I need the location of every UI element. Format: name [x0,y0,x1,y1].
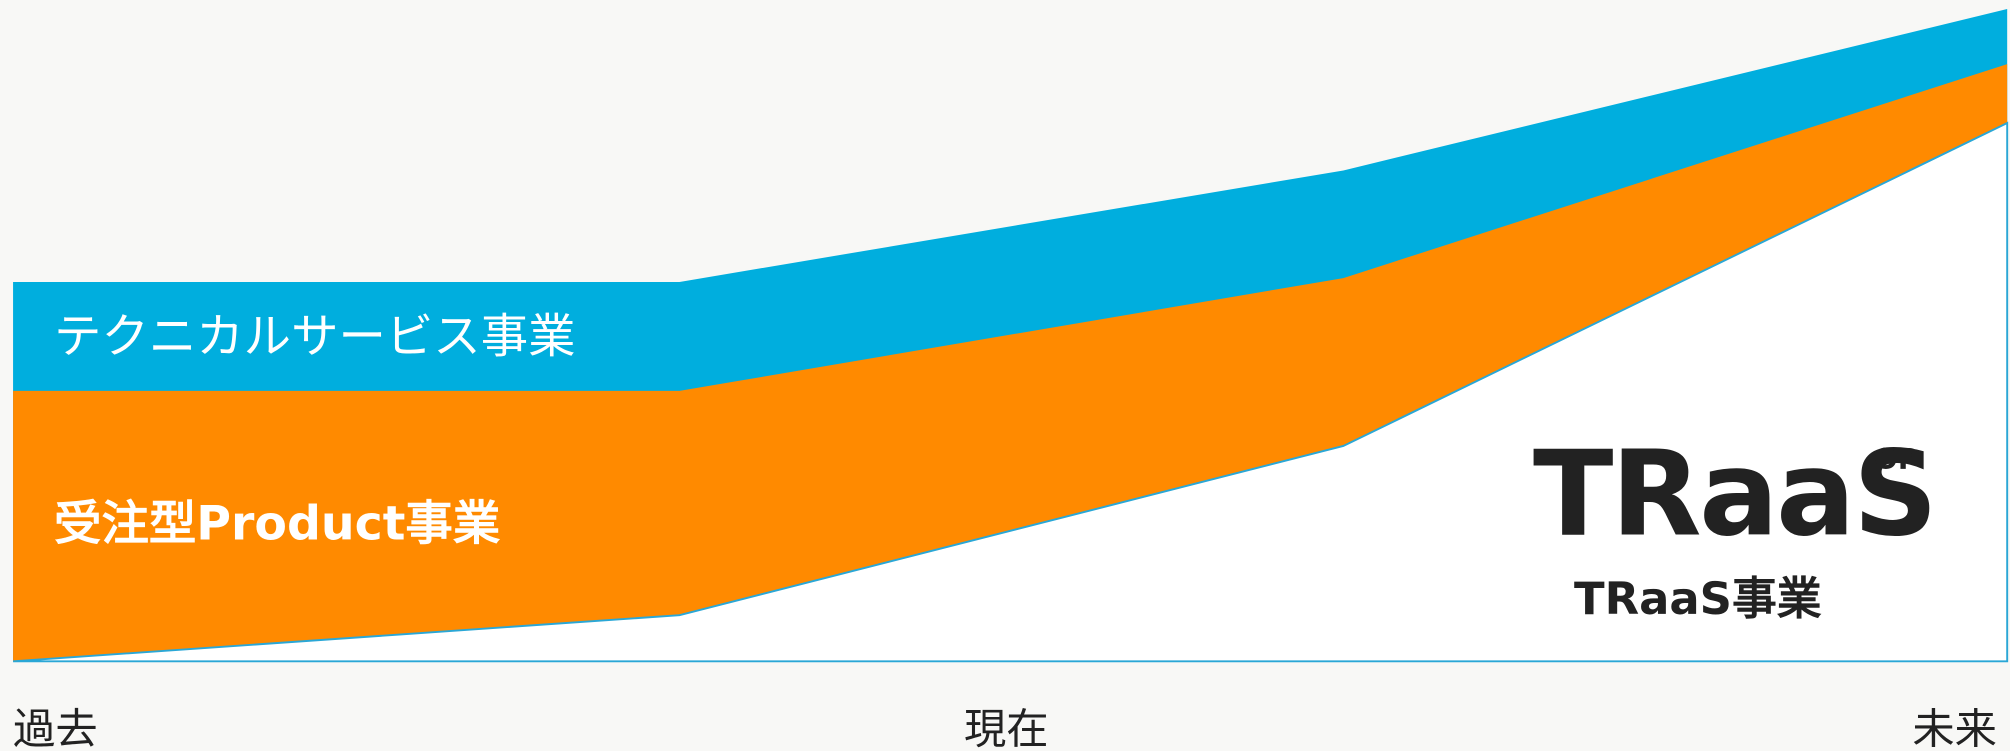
logo-label: TRaaS事業 [1574,572,1822,625]
timeline-label: 過去 [13,704,98,751]
band-label: テクニカルサービス事業 [54,309,575,364]
traas-band [12,121,2009,663]
band-label: 受注型Product事業 [54,497,501,552]
logo-mark: TRaaS [1533,425,1935,562]
timeline-label: 現在 [964,704,1049,751]
timeline-label: 未来 [1912,704,1997,751]
logo-superscript: OP [1874,443,1919,476]
